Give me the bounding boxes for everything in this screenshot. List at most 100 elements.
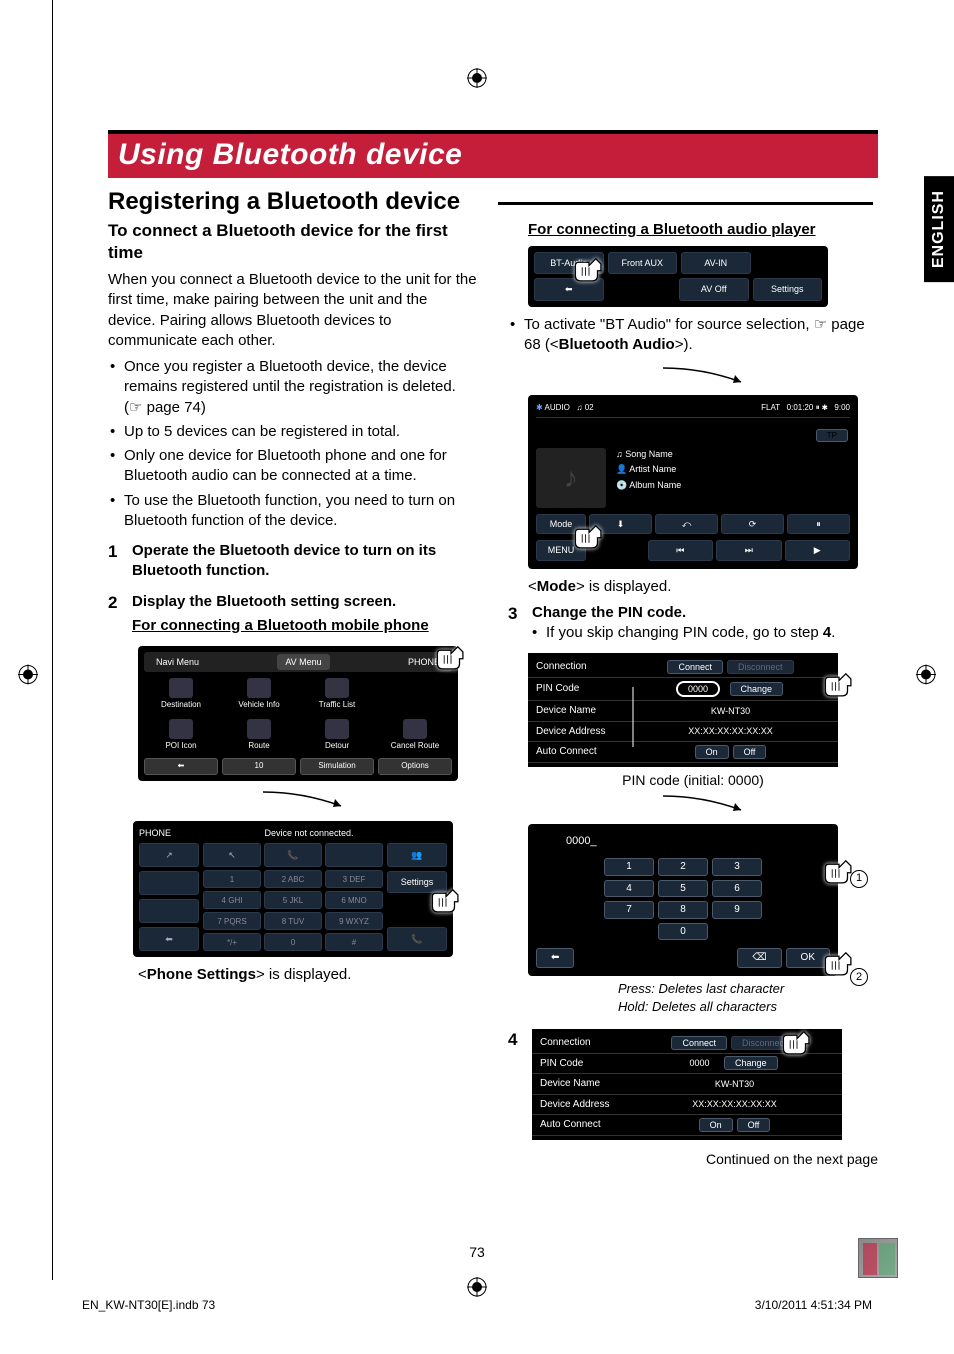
step-subtitle: For connecting a Bluetooth audio player — [528, 220, 878, 240]
sl-button: On — [695, 745, 729, 759]
sl-label: PIN Code — [540, 1057, 635, 1071]
keypad-key: 7 PQRS — [203, 912, 261, 930]
icon-label: Destination — [161, 700, 201, 709]
nav-tab: Navi Menu — [148, 654, 207, 670]
pin-key: 5 — [658, 880, 708, 898]
keypad-key: 4 GHI — [203, 891, 261, 909]
pin-key: 7 — [604, 901, 654, 919]
sl-button: Connect — [667, 660, 723, 674]
step-title: Operate the Bluetooth device to turn on … — [132, 541, 478, 582]
flow-arrow-icon — [663, 365, 723, 391]
registration-mark-icon — [467, 68, 487, 88]
side-button: 👥 — [387, 843, 447, 867]
result-text: <Mode> is displayed. — [528, 577, 878, 597]
hand-pointer-icon — [822, 667, 856, 701]
sl-button: Change — [730, 682, 784, 696]
sl-value: KW-NT30 — [635, 1078, 834, 1090]
control-button: ⏭ — [716, 540, 782, 560]
pin-key: 2 — [658, 858, 708, 876]
bottom-button: 10 — [222, 758, 296, 775]
phone-screenshot: PHONE Device not connected. ↗ ⬅ ↖ 📞 — [133, 821, 453, 957]
icon-label: POI Icon — [165, 741, 196, 750]
footer-timestamp: 3/10/2011 4:51:34 PM — [755, 1298, 872, 1312]
pin-key: 3 — [712, 858, 762, 876]
list-item: Only one device for Bluetooth phone and … — [108, 446, 478, 487]
sl-label: Device Name — [536, 704, 631, 718]
tab-button — [325, 843, 383, 867]
hand-pointer-icon — [434, 640, 468, 674]
audio-note: To activate "BT Audio" for source select… — [508, 315, 878, 356]
callout-2: 2 — [850, 968, 868, 986]
icon-label: Route — [248, 741, 269, 750]
source-button: AV-IN — [681, 252, 751, 274]
pin-key: 8 — [658, 901, 708, 919]
ap-clock: 9:00 — [834, 403, 850, 412]
album-name: Album Name — [629, 480, 681, 490]
step-subtitle: For connecting a Bluetooth mobile phone — [132, 616, 478, 636]
list-item: Once you register a Bluetooth device, th… — [108, 357, 478, 418]
keypad-key: 2 ABC — [264, 870, 322, 888]
corner-decoration — [858, 1238, 898, 1278]
footer-file: EN_KW-NT30[E].indb 73 — [82, 1298, 215, 1312]
icon-label: Cancel Route — [391, 741, 439, 750]
source-button: Front AUX — [608, 252, 678, 274]
step-number: 1 — [108, 541, 132, 582]
print-footer: EN_KW-NT30[E].indb 73 3/10/2011 4:51:34 … — [82, 1298, 872, 1312]
sl-label: Auto Connect — [540, 1118, 635, 1132]
hand-pointer-icon — [572, 252, 606, 286]
control-button: ▶ — [785, 540, 851, 560]
keypad-key: # — [325, 933, 383, 951]
tab-button: ↖ — [203, 843, 261, 867]
left-column: To connect a Bluetooth device for the fi… — [108, 220, 478, 1168]
page-number: 73 — [469, 1244, 485, 1260]
sl-value: KW-NT30 — [631, 705, 830, 717]
source-button: Settings — [753, 278, 823, 300]
side-button — [139, 871, 199, 895]
sl-button: Disconnect — [727, 660, 794, 674]
pin-entry-screenshot: 0000_ 1 2 3 4 5 6 7 8 9 0 ⬅ — [528, 824, 838, 976]
hold-note: Hold: Deletes all characters — [508, 998, 878, 1016]
side-button: 📞 — [387, 927, 447, 951]
continued-note: Continued on the next page — [508, 1150, 878, 1169]
phone-header: PHONE — [139, 827, 171, 839]
step-title: Display the Bluetooth setting screen. — [132, 592, 478, 612]
sl-button: Off — [737, 1118, 771, 1132]
sl-button: Off — [733, 745, 767, 759]
language-tab: ENGLISH — [924, 176, 954, 282]
sl-value: XX:XX:XX:XX:XX:XX — [631, 725, 830, 737]
ap-track: 02 — [585, 403, 594, 412]
callout-1: 1 — [850, 870, 868, 888]
icon-label: Detour — [325, 741, 349, 750]
sl-label: Connection — [540, 1036, 635, 1050]
chapter-title: Using Bluetooth device — [118, 138, 868, 172]
sl-label: Device Address — [536, 725, 631, 739]
result-text: <Phone Settings> is displayed. — [138, 965, 478, 985]
side-button: ⬅ — [139, 927, 199, 951]
keypad-key: 0 — [264, 933, 322, 951]
av-source-screenshot: BT-Audio Front AUX AV-IN ⬅ AV Off Settin… — [528, 246, 828, 306]
pin-display: 0000_ — [536, 832, 830, 859]
side-button — [139, 899, 199, 923]
registration-mark-icon — [18, 665, 38, 690]
step-number: 2 — [108, 592, 132, 637]
chapter-header: Using Bluetooth device — [108, 130, 878, 178]
sl-button: Change — [724, 1056, 778, 1070]
artist-name: Artist Name — [629, 464, 676, 474]
sl-label: PIN Code — [536, 682, 631, 696]
tab-button: 📞 — [264, 843, 322, 867]
bottom-button: Simulation — [300, 758, 374, 775]
icon-label: Traffic List — [319, 700, 355, 709]
right-column: For connecting a Bluetooth audio player … — [508, 220, 878, 1168]
icon-label: Vehicle Info — [238, 700, 279, 709]
hand-pointer-icon — [429, 883, 463, 917]
settings-screenshot: ConnectionConnectDisconnect PIN Code0000… — [528, 653, 838, 766]
pin-key: 4 — [604, 880, 654, 898]
flow-arrow-icon — [263, 789, 323, 815]
pin-key: 6 — [712, 880, 762, 898]
list-item: To use the Bluetooth function, you need … — [108, 491, 478, 532]
list-item: Up to 5 devices can be registered in tot… — [108, 422, 478, 442]
control-button: ⏮ — [648, 540, 714, 560]
sl-value: XX:XX:XX:XX:XX:XX — [635, 1098, 834, 1110]
control-button: ⟳ — [721, 514, 784, 534]
keypad-key: */+ — [203, 933, 261, 951]
